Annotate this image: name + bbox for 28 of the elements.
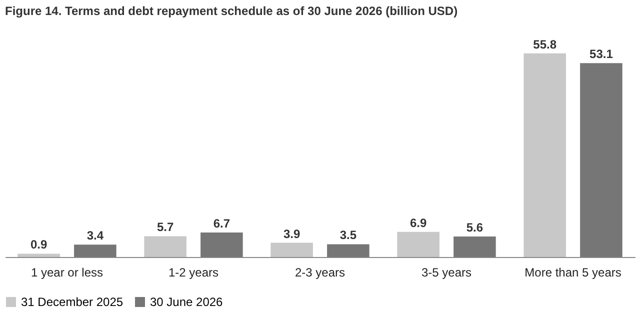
bar (144, 236, 186, 257)
data-label: 3.4 (86, 228, 104, 243)
bar (327, 244, 370, 257)
data-label: 6.7 (213, 216, 230, 231)
bar (18, 254, 60, 257)
chart-title: Figure 14. Terms and debt repayment schedule as of 30 June 2026 (billion USD) (5, 4, 458, 18)
legend-label: 30 June 2026 (150, 295, 224, 309)
data-label: 55.8 (533, 37, 557, 52)
data-label: 0.9 (30, 238, 48, 252)
data-label: 6.9 (410, 216, 427, 230)
data-label: 5.7 (156, 220, 174, 234)
x-tick-label: 1-2 years (168, 266, 219, 280)
data-label: 3.9 (283, 226, 300, 241)
bar (580, 63, 622, 257)
data-label: 5.6 (466, 220, 484, 235)
bar (270, 242, 313, 257)
data-label: 3.5 (340, 228, 357, 242)
bar (200, 232, 243, 257)
data-label: 53.1 (590, 47, 614, 62)
legend-label: 31 December 2025 (21, 295, 124, 309)
bar (454, 236, 496, 257)
bar (397, 232, 440, 257)
bar (524, 53, 566, 257)
x-tick-label: 3-5 years (421, 266, 472, 280)
bar (74, 244, 116, 257)
x-tick-label: 2-3 years (294, 266, 346, 280)
x-tick-label: 1 year or less (30, 266, 104, 280)
x-tick-label: More than 5 years (524, 266, 622, 280)
